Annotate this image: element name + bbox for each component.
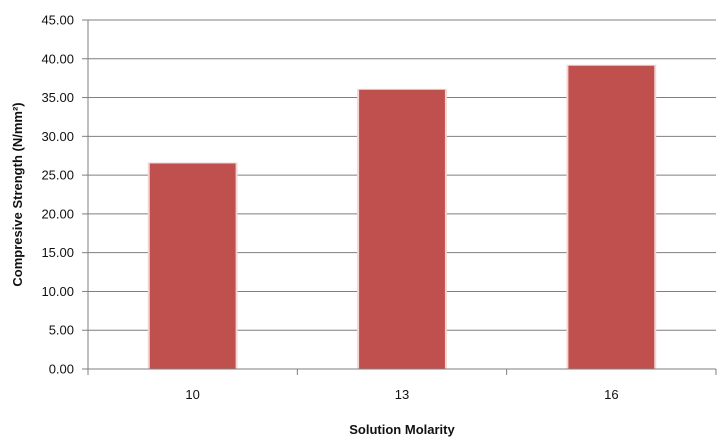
y-tick-label: 10.00 <box>41 284 74 299</box>
y-tick-label: 30.00 <box>41 129 74 144</box>
x-axis-title: Solution Molarity <box>349 422 455 437</box>
bar-16 <box>568 65 655 369</box>
axes <box>82 19 717 375</box>
y-axis-title: Compresive Strength (N/mm²) <box>10 102 25 286</box>
x-tick-label: 13 <box>395 387 409 402</box>
bar-13 <box>359 89 445 370</box>
y-tick-label: 40.00 <box>41 51 74 66</box>
x-tick-label: 10 <box>185 387 199 402</box>
y-tick-label: 35.00 <box>41 90 74 105</box>
bars <box>147 64 657 370</box>
y-tick-label: 25.00 <box>41 168 74 183</box>
y-tick-label: 20.00 <box>41 206 74 221</box>
x-axis-ticks: 10 13 16 <box>185 387 618 402</box>
x-tick-label: 16 <box>604 387 618 402</box>
y-axis-ticks: 0.00 5.00 10.00 15.00 20.00 25.00 30.00 35.00 40… <box>41 13 74 377</box>
y-tick-label: 15.00 <box>41 245 74 260</box>
y-tick-label: 45.00 <box>41 13 74 28</box>
y-tick-label: 0.00 <box>49 362 74 377</box>
bar-10 <box>149 163 236 369</box>
y-tick-label: 5.00 <box>49 323 74 338</box>
